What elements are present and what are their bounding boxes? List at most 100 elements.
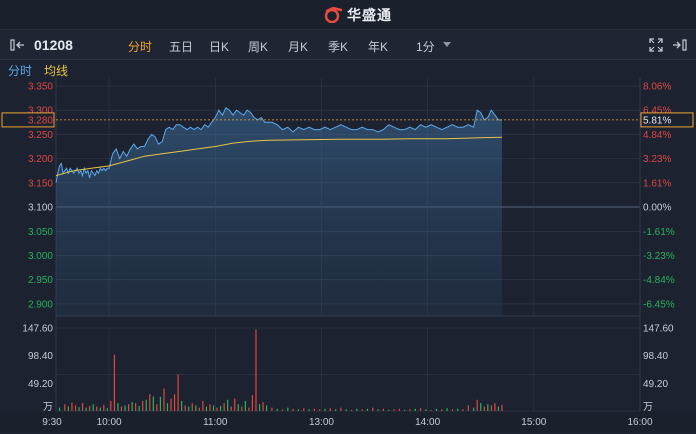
volume-tick-label: 49.20	[28, 379, 53, 390]
volume-bar	[184, 405, 186, 411]
volume-bar	[131, 402, 133, 411]
stock-code: 01208	[34, 37, 73, 53]
period-select-1min[interactable]: 1分	[416, 40, 435, 54]
pct-tick-label: 4.84%	[643, 130, 671, 141]
intraday-chart[interactable]: 3.350 8.06% 3.300 6.45% 3.250 4.84% 3.200 3.23%…	[0, 78, 696, 434]
period-tab-month-k[interactable]: 月K	[288, 40, 309, 54]
volume-bar	[124, 405, 126, 411]
brand-name: 华盛通	[347, 7, 392, 23]
volume-bar	[248, 407, 250, 411]
volume-bar	[81, 403, 84, 411]
volume-bar	[404, 409, 406, 411]
price-tick-label: 3.250	[28, 130, 53, 141]
period-tab-year-k[interactable]: 年K	[368, 40, 389, 54]
volume-bar	[501, 404, 503, 411]
price-area-fill	[56, 107, 502, 316]
volume-bar	[223, 403, 225, 411]
volume-tick-label: 49.20	[643, 379, 668, 390]
volume-bar	[313, 408, 315, 411]
volume-tick-label: 147.60	[643, 324, 674, 335]
volume-bar	[361, 409, 363, 411]
volume-bar	[430, 409, 432, 411]
volume-bar	[205, 406, 208, 411]
period-tab-minute[interactable]: 分时	[128, 40, 153, 54]
current-pct-label: 5.81%	[643, 115, 671, 126]
period-tab-five-day[interactable]: 五日	[169, 40, 194, 54]
volume-bar	[106, 408, 108, 411]
time-tick-label: 11:00	[203, 417, 228, 428]
price-tick-label: 3.050	[28, 227, 53, 238]
volume-bar	[234, 398, 236, 411]
price-tick-label: 3.150	[28, 178, 53, 189]
tab-minute-line[interactable]: 分时	[8, 64, 33, 78]
volume-bar	[92, 404, 94, 411]
volume-bar	[89, 405, 91, 411]
time-tick-label: 15:00	[521, 417, 546, 428]
volume-bar	[159, 396, 162, 411]
volume-bar	[494, 403, 496, 411]
price-tick-label: 3.000	[28, 251, 53, 262]
fullscreen-icon[interactable]	[649, 38, 663, 52]
pct-tick-label: 3.23%	[643, 154, 671, 165]
volume-bar	[149, 394, 151, 411]
volume-bar	[414, 408, 416, 411]
period-tab-season-k[interactable]: 季K	[328, 40, 349, 54]
price-line	[55, 107, 502, 183]
collapse-left-icon[interactable]	[10, 38, 26, 52]
volume-bar	[96, 406, 98, 411]
volume-bar	[173, 394, 176, 411]
volume-bar	[258, 404, 261, 411]
volume-bar	[287, 407, 289, 411]
period-tab-day-k[interactable]: 日K	[209, 40, 230, 54]
toolbar: 01208 分时 五日 日K 周K 月K 季K 年K 1分	[0, 30, 696, 60]
volume-bar	[237, 404, 239, 411]
collapse-right-icon[interactable]	[671, 38, 687, 52]
volume-bar	[117, 403, 119, 411]
volume-bar	[425, 409, 427, 411]
volume-bar	[209, 404, 211, 411]
volume-bar	[265, 405, 268, 411]
volume-bar	[388, 409, 390, 411]
volume-bar	[303, 408, 305, 411]
volume-bar	[241, 406, 243, 411]
volume-bar	[120, 406, 123, 411]
price-tick-label: 3.100	[28, 203, 53, 214]
volume-tick-label: 98.40	[643, 351, 668, 362]
volume-bar	[467, 405, 469, 411]
volume-bar	[227, 399, 229, 411]
pct-tick-label: -1.61%	[643, 227, 675, 238]
period-tab-week-k[interactable]: 周K	[248, 40, 269, 54]
price-tick-label: 3.300	[28, 106, 53, 117]
volume-bar	[163, 388, 165, 411]
volume-bar	[271, 407, 273, 411]
volume-bar	[99, 407, 101, 411]
volume-tick-label: 98.40	[28, 351, 53, 362]
current-price-marker: 3.280 5.81%	[1, 112, 694, 128]
pct-tick-label: -6.45%	[643, 299, 675, 310]
price-tick-label: 3.350	[28, 82, 53, 93]
chevron-down-icon[interactable]	[443, 42, 451, 47]
volume-bar	[152, 396, 154, 411]
time-axis-bar	[0, 412, 696, 432]
volume-bar	[319, 409, 321, 411]
volume-bar	[71, 402, 73, 411]
volume-bar	[356, 408, 358, 411]
price-tick-label: 2.900	[28, 299, 53, 310]
tab-avg-line[interactable]: 均线	[44, 64, 69, 78]
price-tick-label: 3.200	[28, 154, 53, 165]
volume-bar	[329, 408, 331, 411]
volume-bar	[230, 406, 232, 411]
axis-labels: 3.350 8.06% 3.300 6.45% 3.250 4.84% 3.200 3.23%…	[22, 82, 674, 429]
volume-bar	[292, 408, 294, 411]
volume-bar	[64, 404, 66, 411]
volume-bar	[219, 405, 222, 411]
current-price-label: 3.280	[28, 115, 53, 126]
pct-tick-label: -4.84%	[643, 275, 675, 286]
volume-bar	[487, 404, 489, 411]
volume-bar	[138, 405, 140, 411]
volume-bar	[382, 408, 384, 411]
volume-bar	[451, 409, 454, 411]
volume-bar	[372, 407, 374, 411]
time-tick-label: 16:00	[627, 417, 652, 428]
volume-bar	[297, 409, 300, 411]
